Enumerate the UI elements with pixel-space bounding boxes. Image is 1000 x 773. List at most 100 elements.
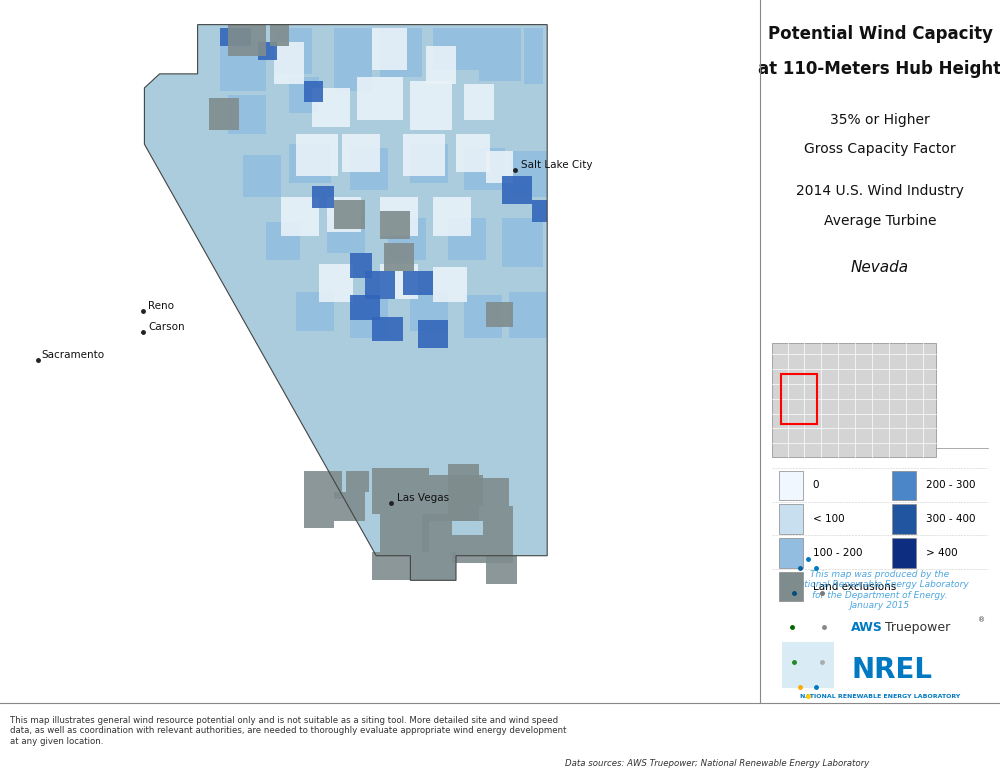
- Text: NREL: NREL: [851, 656, 932, 683]
- Bar: [433, 28, 479, 70]
- Text: Area (sq km): Area (sq km): [779, 434, 855, 447]
- Bar: [350, 254, 372, 278]
- Text: < 100: < 100: [813, 514, 844, 524]
- Bar: [464, 84, 494, 120]
- Bar: [456, 134, 490, 172]
- Bar: [228, 25, 266, 56]
- Bar: [357, 77, 403, 120]
- Bar: [509, 292, 547, 338]
- Text: This map was produced by the
National Renewable Energy Laboratory
for the Depart: This map was produced by the National Re…: [792, 570, 968, 610]
- Bar: [380, 211, 410, 239]
- Bar: [258, 43, 277, 60]
- FancyBboxPatch shape: [892, 538, 916, 567]
- Bar: [464, 148, 505, 190]
- Bar: [380, 264, 418, 299]
- Bar: [532, 200, 547, 222]
- Text: 300 - 400: 300 - 400: [926, 514, 975, 524]
- Bar: [464, 295, 502, 338]
- FancyBboxPatch shape: [892, 504, 916, 534]
- Bar: [483, 535, 513, 563]
- Text: Potential Wind Capacity: Potential Wind Capacity: [768, 25, 992, 43]
- Bar: [502, 175, 532, 204]
- Bar: [350, 148, 388, 190]
- Text: 35% or Higher: 35% or Higher: [830, 113, 930, 127]
- Bar: [372, 28, 407, 70]
- Bar: [304, 81, 323, 102]
- Bar: [304, 472, 342, 499]
- Text: Average Turbine: Average Turbine: [824, 214, 936, 228]
- Bar: [274, 43, 304, 84]
- Bar: [479, 28, 521, 81]
- Bar: [270, 25, 289, 46]
- Bar: [433, 197, 471, 236]
- Text: Gross Capacity Factor: Gross Capacity Factor: [804, 142, 956, 156]
- Bar: [403, 134, 445, 176]
- Bar: [781, 374, 817, 424]
- Bar: [509, 152, 547, 197]
- Text: Salt Lake City: Salt Lake City: [521, 160, 592, 170]
- Text: Carson: Carson: [148, 322, 185, 332]
- Bar: [384, 243, 414, 271]
- Bar: [350, 295, 388, 338]
- FancyBboxPatch shape: [779, 572, 803, 601]
- Text: > 400: > 400: [926, 548, 957, 558]
- Bar: [502, 218, 543, 267]
- Text: AWS: AWS: [851, 621, 883, 634]
- Bar: [433, 267, 467, 302]
- Bar: [483, 506, 513, 535]
- Text: 200 - 300: 200 - 300: [926, 480, 975, 490]
- Bar: [350, 295, 380, 320]
- Bar: [410, 81, 452, 130]
- Bar: [327, 197, 361, 232]
- Bar: [296, 134, 338, 176]
- Bar: [372, 316, 403, 341]
- Bar: [334, 200, 365, 229]
- Bar: [380, 197, 418, 236]
- FancyBboxPatch shape: [779, 504, 803, 534]
- Bar: [243, 155, 281, 197]
- Bar: [380, 28, 422, 77]
- Text: at 110-Meters Hub Height: at 110-Meters Hub Height: [758, 60, 1000, 78]
- Bar: [410, 292, 448, 331]
- Bar: [327, 215, 365, 254]
- Bar: [312, 88, 350, 127]
- Text: 100 - 200: 100 - 200: [813, 548, 862, 558]
- Bar: [266, 222, 300, 261]
- Text: Las Vegas: Las Vegas: [397, 493, 449, 503]
- Bar: [524, 28, 543, 84]
- Text: This map illustrates general wind resource potential only and is not suitable as: This map illustrates general wind resour…: [10, 716, 566, 746]
- Bar: [372, 468, 429, 513]
- Bar: [289, 145, 331, 183]
- Bar: [486, 302, 513, 327]
- Bar: [289, 77, 319, 113]
- FancyBboxPatch shape: [779, 471, 803, 500]
- Bar: [422, 513, 452, 552]
- Bar: [479, 478, 509, 506]
- Bar: [388, 218, 426, 261]
- Bar: [228, 95, 266, 134]
- Bar: [772, 343, 936, 457]
- Text: NATIONAL RENEWABLE ENERGY LABORATORY: NATIONAL RENEWABLE ENERGY LABORATORY: [800, 694, 960, 699]
- Bar: [410, 145, 448, 183]
- Bar: [486, 152, 513, 183]
- Polygon shape: [144, 25, 547, 581]
- Text: ®: ®: [978, 618, 986, 624]
- Bar: [209, 98, 239, 130]
- Bar: [304, 499, 334, 527]
- Bar: [429, 475, 483, 520]
- Text: Sacramento: Sacramento: [42, 350, 105, 360]
- Bar: [448, 465, 479, 492]
- Bar: [342, 134, 380, 172]
- Bar: [418, 320, 448, 348]
- Bar: [319, 264, 353, 302]
- Bar: [365, 271, 395, 299]
- FancyBboxPatch shape: [779, 538, 803, 567]
- Bar: [426, 46, 456, 84]
- Bar: [448, 492, 479, 520]
- Bar: [414, 552, 456, 581]
- Bar: [334, 28, 372, 91]
- Text: 0: 0: [813, 480, 819, 490]
- Bar: [220, 28, 251, 46]
- Text: Data sources: AWS Truepower; National Renewable Energy Laboratory: Data sources: AWS Truepower; National Re…: [565, 759, 869, 768]
- FancyBboxPatch shape: [892, 471, 916, 500]
